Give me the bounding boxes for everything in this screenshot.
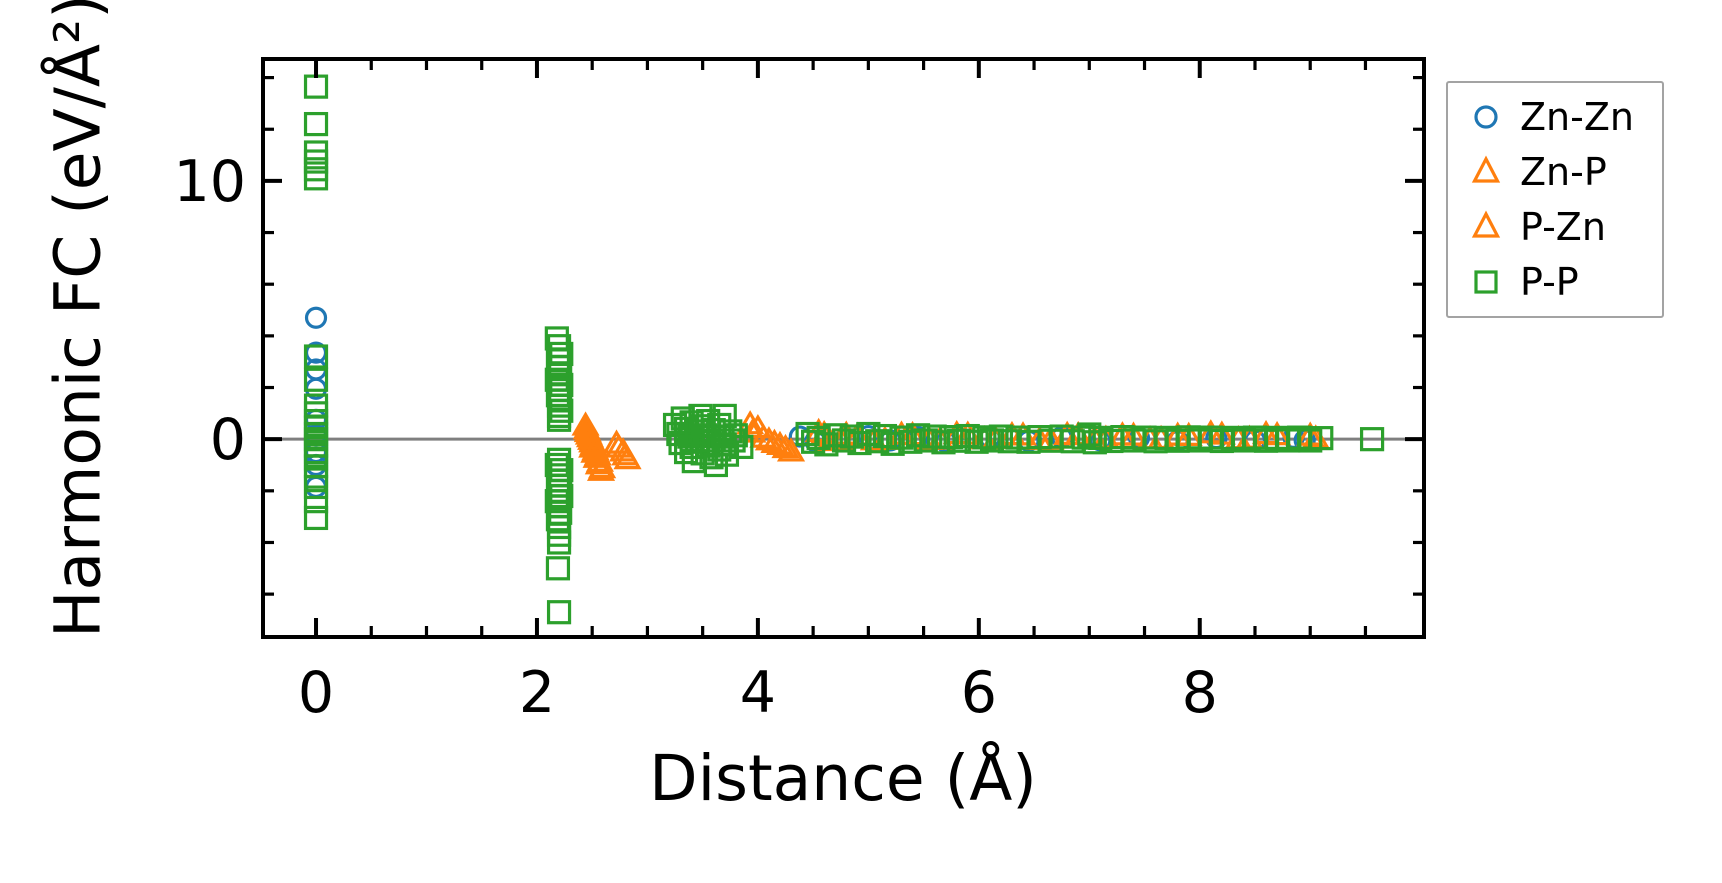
- data-point-marker: [546, 530, 572, 555]
- series-Zn-Zn: [304, 306, 1316, 499]
- data-point-marker: [872, 423, 898, 449]
- triangle-marker-icon: [1471, 155, 1501, 183]
- data-point-marker: [588, 453, 617, 479]
- legend-label: Zn-P: [1520, 149, 1607, 194]
- legend-entry-p-zn: P-Zn: [1464, 200, 1662, 255]
- series-P-P: [303, 74, 1385, 625]
- tick-marks: [263, 59, 1424, 637]
- legend-label: Zn-Zn: [1520, 94, 1634, 139]
- data-point-marker: [889, 425, 914, 450]
- data-point-marker: [972, 425, 997, 450]
- x-tick-label: 8: [1182, 660, 1218, 726]
- y-axis-label: Harmonic FC (eV/Å²): [41, 0, 115, 638]
- data-point-marker: [303, 489, 329, 514]
- data-point-marker: [545, 348, 571, 373]
- data-point-marker: [546, 407, 572, 432]
- data-point-marker: [546, 522, 572, 547]
- data-point-marker: [865, 429, 890, 454]
- data-point-marker: [964, 429, 989, 454]
- data-point-marker: [988, 424, 1014, 449]
- data-point-marker: [303, 111, 329, 137]
- data-point-marker: [303, 74, 329, 99]
- data-point-marker: [939, 425, 964, 450]
- data-point-marker: [955, 423, 980, 449]
- legend-label: P-P: [1520, 260, 1579, 305]
- triangle-marker-icon: [1471, 210, 1501, 238]
- data-point-marker: [931, 430, 956, 455]
- square-marker-icon: [1474, 270, 1498, 294]
- legend: Zn-Zn Zn-P P-Zn P-P: [1446, 81, 1664, 318]
- legend-marker-shape: [1471, 210, 1501, 238]
- data-point-marker: [760, 428, 789, 453]
- data-point-marker: [1082, 430, 1107, 455]
- data-point-marker: [549, 341, 574, 367]
- data-point-marker: [839, 424, 864, 449]
- y-tick-label: 10: [173, 149, 246, 215]
- data-point-marker: [303, 344, 329, 369]
- data-point-marker: [1359, 427, 1385, 452]
- data-point-marker: [303, 505, 329, 531]
- data-point-marker: [611, 441, 640, 466]
- data-point-marker: [1309, 426, 1334, 451]
- data-point-marker: [303, 367, 329, 392]
- legend-entry-p-p: P-P: [1464, 255, 1662, 310]
- data-point-marker: [545, 556, 571, 581]
- axes-frame: [261, 57, 1426, 639]
- data-point-marker: [721, 428, 746, 453]
- data-point-marker: [304, 306, 328, 329]
- data-point-marker: [997, 429, 1022, 454]
- x-tick-label: 4: [740, 660, 776, 726]
- x-axis-label: Distance (Å): [649, 742, 1037, 815]
- tick-labels: 0 2 4 6 8 0 10: [173, 149, 1217, 726]
- data-point-marker: [922, 424, 947, 449]
- data-point-marker: [546, 514, 572, 540]
- data-point-marker: [303, 166, 329, 191]
- data-point-marker: [303, 474, 329, 500]
- circle-marker-icon: [1474, 105, 1498, 129]
- legend-marker-shape: [1474, 270, 1498, 294]
- data-point-marker: [898, 429, 923, 454]
- data-point-marker: [856, 421, 881, 447]
- data-point-marker: [806, 425, 831, 450]
- data-point-marker: [714, 442, 740, 467]
- x-tick-label: 2: [519, 660, 555, 726]
- legend-marker-shape: [1471, 155, 1501, 183]
- x-tick-label: 6: [961, 660, 997, 726]
- legend-label: P-Zn: [1520, 205, 1606, 250]
- data-point-marker: [880, 431, 905, 456]
- data-point-marker: [749, 423, 778, 448]
- data-point-marker: [905, 423, 931, 448]
- data-point-marker: [979, 428, 1005, 453]
- data-point-marker: [831, 428, 857, 453]
- legend-marker-shape: [1474, 105, 1498, 129]
- data-point-marker: [771, 433, 800, 459]
- data-point-marker: [823, 423, 848, 448]
- legend-entry-zn-p: Zn-P: [1464, 144, 1662, 199]
- data-point-marker: [546, 600, 572, 625]
- data-point-marker: [913, 428, 938, 453]
- data-point-marker: [729, 434, 754, 460]
- x-tick-label: 0: [298, 660, 334, 726]
- legend-entry-zn-zn: Zn-Zn: [1464, 89, 1662, 144]
- data-point-marker: [946, 428, 972, 453]
- y-tick-label: 0: [210, 407, 246, 473]
